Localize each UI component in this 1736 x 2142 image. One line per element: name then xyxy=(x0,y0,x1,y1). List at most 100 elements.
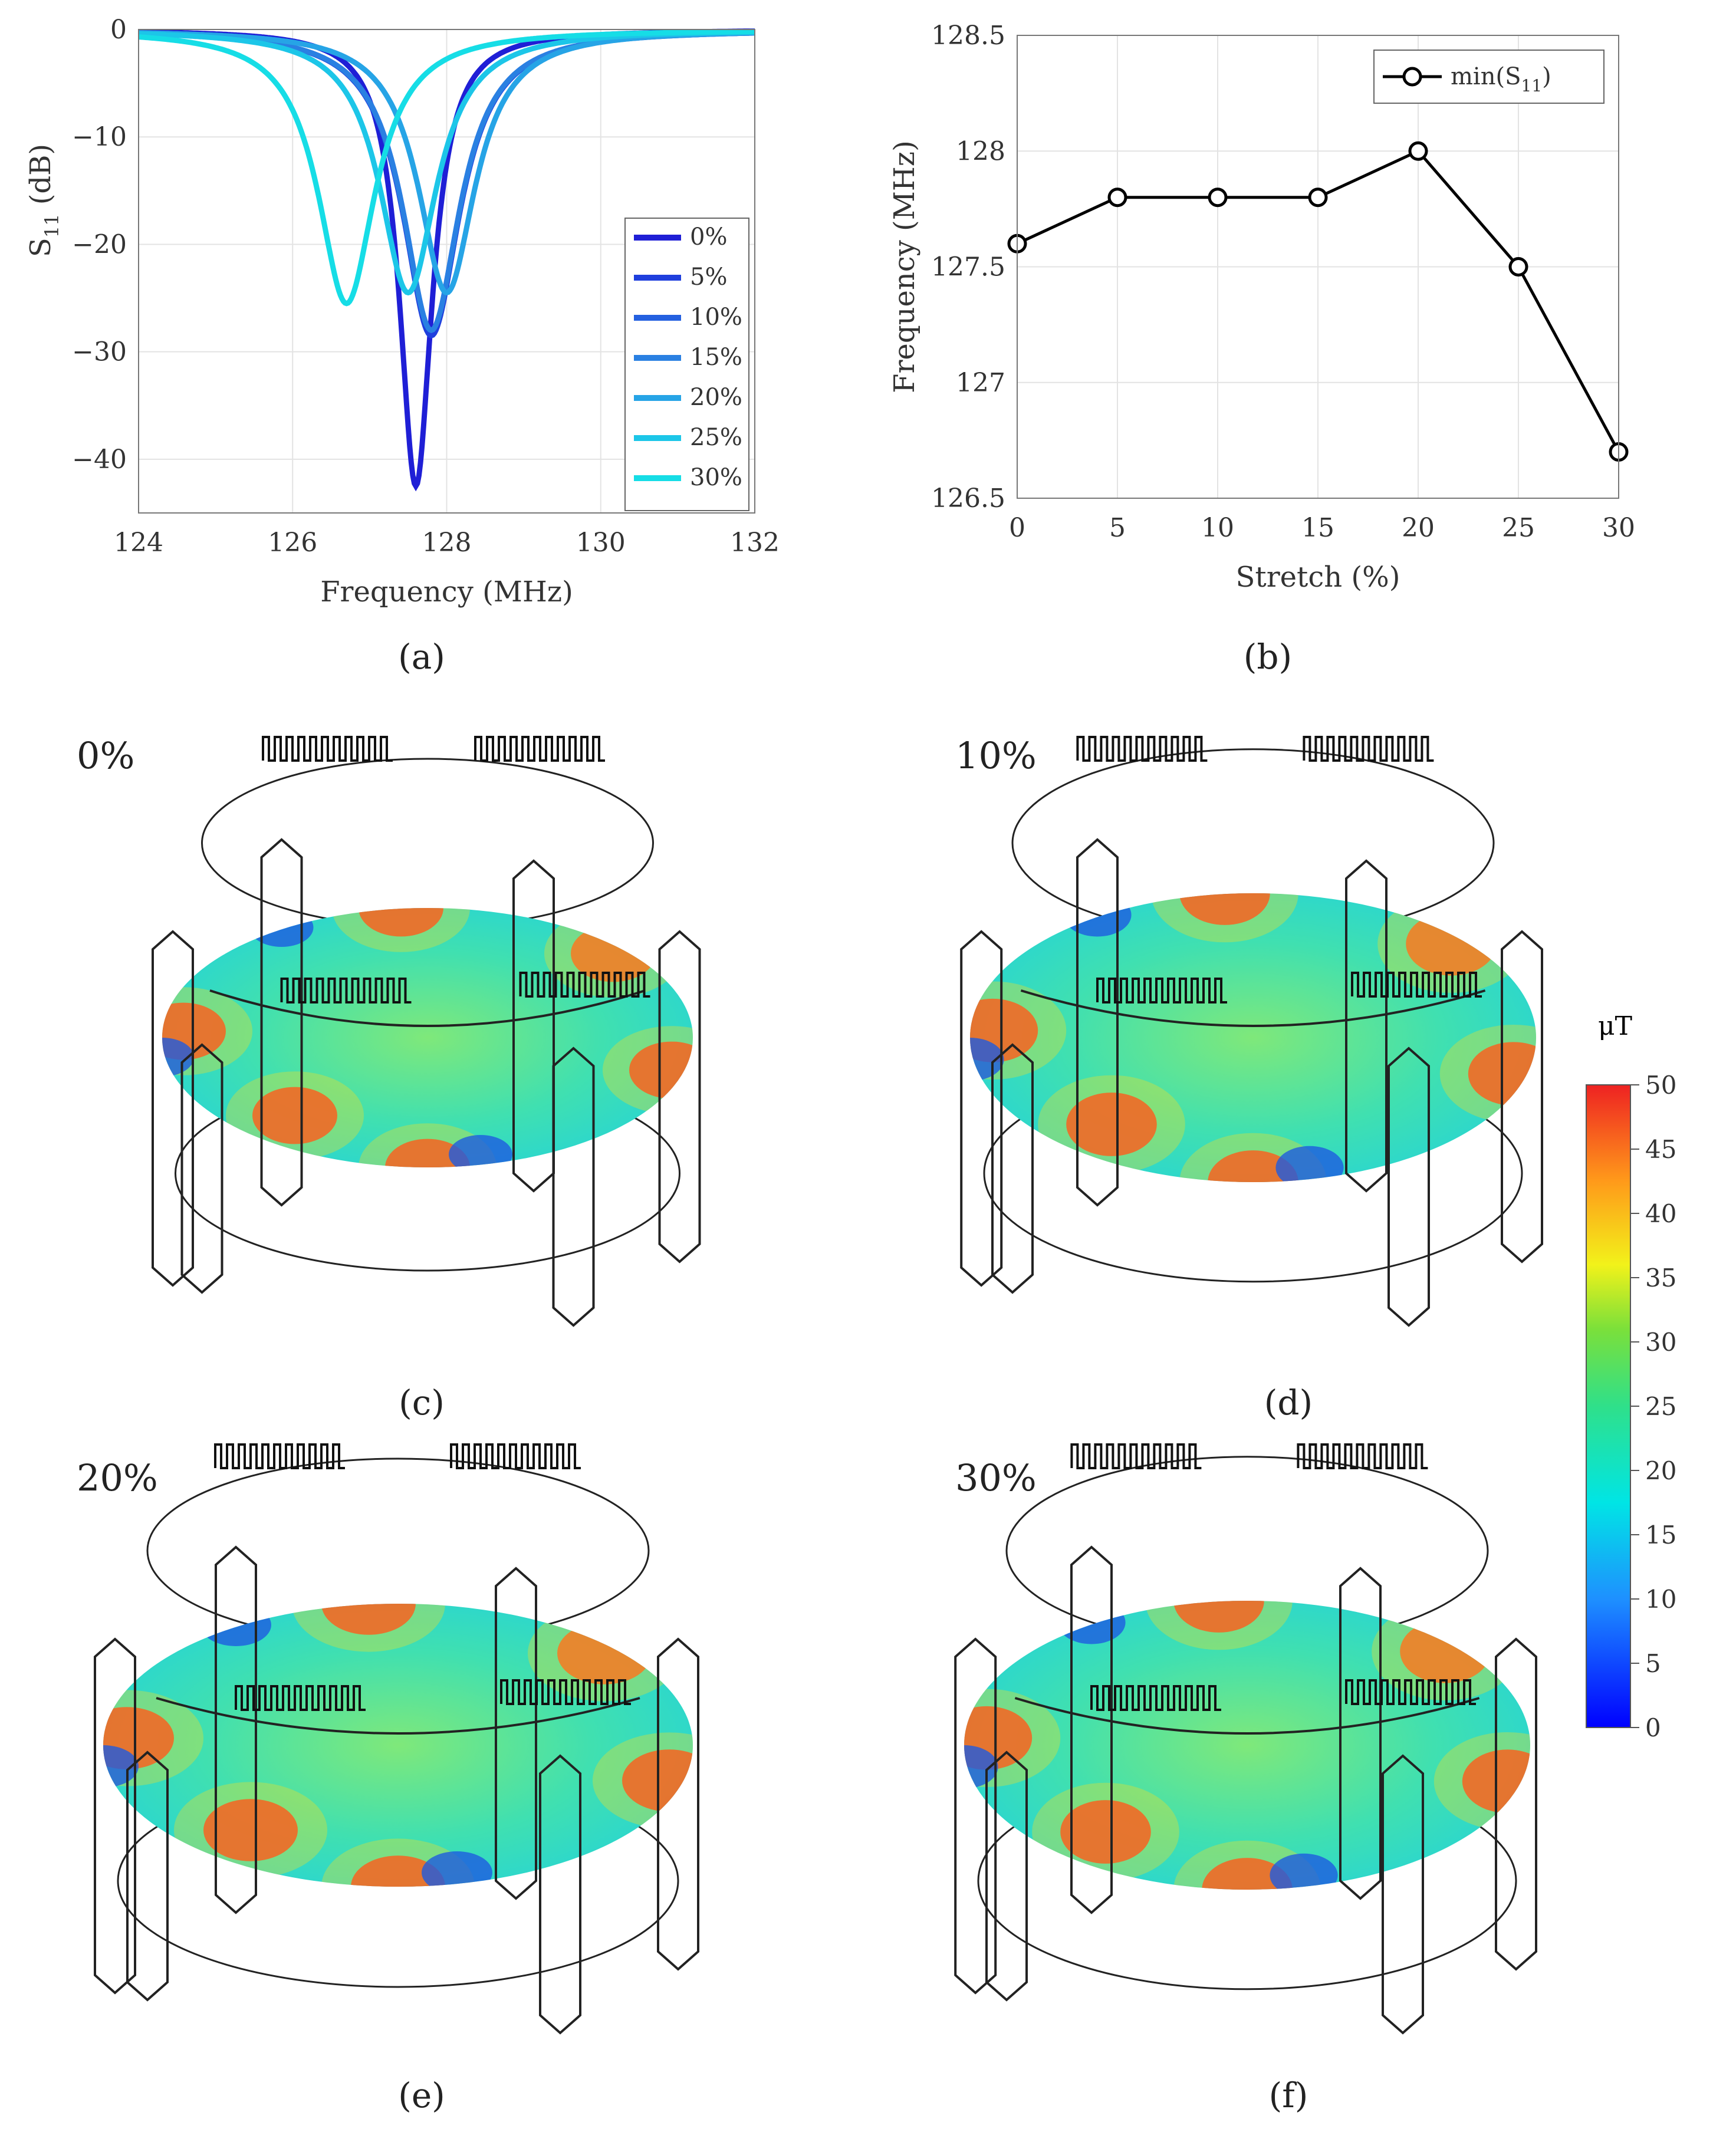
coil-rung xyxy=(991,1043,1034,1294)
field-warm-zone xyxy=(1038,1075,1185,1174)
field-coldspot xyxy=(1275,1146,1344,1182)
meander-capacitor xyxy=(262,736,393,762)
colorbar-tick-label: 20 xyxy=(1645,1456,1676,1485)
coil-mid-ring xyxy=(209,989,646,1027)
coil-rung xyxy=(552,1047,595,1327)
coil-rung xyxy=(954,1637,997,1995)
x-tick-label: 30 xyxy=(1602,513,1635,543)
data-point xyxy=(1208,187,1228,208)
field-coldspot xyxy=(422,1851,492,1887)
y-tick-label: 127 xyxy=(956,368,1005,398)
colorbar-tick-label: 35 xyxy=(1645,1264,1676,1292)
field-warm-zone xyxy=(332,908,470,952)
colorbar-tick-label: 10 xyxy=(1645,1585,1676,1614)
meander-capacitor xyxy=(1297,1443,1428,1469)
coil-mid-ring xyxy=(156,1697,640,1735)
plot-frame xyxy=(138,29,755,514)
y-tick-label: −30 xyxy=(72,337,127,367)
coil-rung xyxy=(495,1567,537,1900)
field-hotspot xyxy=(252,1087,337,1144)
field-warm-zone xyxy=(1433,1732,1530,1831)
field-warm-zone xyxy=(593,1732,693,1829)
chart-b: 0 5 10 15 20 25 30 128.5 128 127.5 127 126.5 Stretch… xyxy=(888,21,1635,594)
field-warm-zone xyxy=(1439,1024,1536,1123)
y-tick-label: 128.5 xyxy=(931,21,1005,51)
coil-mid-ring xyxy=(1014,1697,1480,1735)
x-tick-label: 128 xyxy=(422,528,472,558)
data-point xyxy=(1408,141,1428,161)
field-warm-zone xyxy=(103,1690,203,1786)
field-hotspot xyxy=(203,1799,298,1861)
coil-rung xyxy=(985,1751,1028,2002)
legend-label: 20% xyxy=(690,384,742,411)
colorbar-gradient xyxy=(1586,1084,1631,1728)
coil-rung xyxy=(94,1637,136,1995)
coil-rung xyxy=(152,930,194,1287)
data-point xyxy=(1107,187,1127,208)
field-hotspot xyxy=(321,1604,416,1635)
meander-capacitor xyxy=(1303,736,1434,762)
legend-label: 30% xyxy=(690,464,742,491)
field-warm-zone xyxy=(970,981,1067,1080)
stretch-label-d: 10% xyxy=(955,734,1037,777)
meander-capacitor xyxy=(500,1679,631,1705)
x-tick-label: 15 xyxy=(1301,513,1334,543)
field-hotspot xyxy=(1202,1858,1293,1890)
coil-rung xyxy=(658,930,701,1264)
y-axis-label: Frequency (MHz) xyxy=(888,140,921,393)
coil-rung xyxy=(1345,859,1388,1193)
colorbar-tick-label: 0 xyxy=(1645,1713,1661,1742)
legend-box xyxy=(624,218,749,511)
x-tick-label: 0 xyxy=(1009,513,1025,543)
y-tick-label: 126.5 xyxy=(931,483,1005,514)
colorbar-tick-label: 25 xyxy=(1645,1392,1676,1421)
meander-capacitor xyxy=(1096,978,1227,1003)
meander-capacitor xyxy=(1090,1685,1221,1711)
colorbar-tick-label: 45 xyxy=(1645,1135,1676,1164)
coil-rung xyxy=(126,1751,169,2002)
x-axis-label: Stretch (%) xyxy=(1236,561,1400,594)
coil-field-map-e xyxy=(94,1443,699,2035)
meander-capacitor xyxy=(1076,736,1208,762)
coil-rung xyxy=(1495,1637,1537,1971)
meander-capacitor xyxy=(1070,1443,1202,1469)
colorbar-tick-label: 40 xyxy=(1645,1199,1676,1228)
coil-field-map-c xyxy=(152,736,701,1327)
coil-top-ring xyxy=(201,758,654,929)
coil-rung xyxy=(1070,1545,1113,1914)
caption-e: (e) xyxy=(398,2075,445,2115)
colorbar-unit: μT xyxy=(1598,1011,1632,1041)
x-tick-label: 132 xyxy=(730,528,780,558)
meander-capacitor xyxy=(1345,1679,1476,1705)
coil-rung xyxy=(960,930,1003,1287)
field-hotspot xyxy=(1208,1150,1298,1182)
field-coldspot xyxy=(964,1745,998,1789)
chart-a: 124 126 128 130 132 0 −10 −20 −30 −40 Frequency (M… xyxy=(24,15,780,608)
colorbar-tick-label: 15 xyxy=(1645,1521,1676,1549)
coil-rung xyxy=(1339,1567,1382,1900)
coil-rung xyxy=(657,1637,699,1971)
meander-capacitor xyxy=(474,736,605,762)
x-tick-label: 124 xyxy=(114,528,163,558)
x-tick-label: 20 xyxy=(1402,513,1435,543)
x-tick-label: 126 xyxy=(268,528,317,558)
coil-rung xyxy=(539,1754,581,2035)
y-tick-label: −20 xyxy=(72,229,127,259)
colorbar-tick-label: 5 xyxy=(1645,1649,1661,1678)
field-hotspot xyxy=(162,1002,226,1060)
field-coldspot xyxy=(162,1038,194,1077)
coil-mid-ring xyxy=(1020,989,1486,1027)
caption-a: (a) xyxy=(398,637,445,677)
field-coldspot xyxy=(970,1038,1004,1081)
meander-capacitor xyxy=(280,978,412,1003)
field-hotspot xyxy=(351,1855,445,1887)
y-tick-label: 128 xyxy=(956,136,1005,166)
field-warm-zone xyxy=(226,1071,364,1160)
caption-b: (b) xyxy=(1243,637,1293,677)
stretch-label-e: 20% xyxy=(77,1456,158,1499)
series-line xyxy=(138,28,755,307)
meander-capacitor xyxy=(1351,972,1482,998)
meander-capacitor xyxy=(450,1443,581,1469)
meander-capacitor xyxy=(214,1443,345,1469)
